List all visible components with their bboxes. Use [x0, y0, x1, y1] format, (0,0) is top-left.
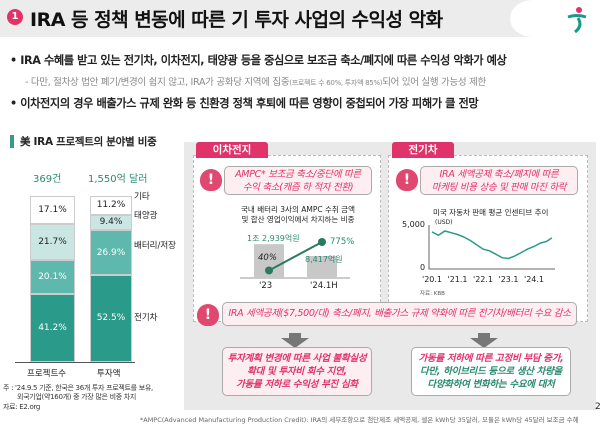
chart-source: 자료: E2.org — [3, 403, 41, 411]
x-axis — [15, 362, 135, 363]
result-text: 확대 및 투자비 회수 지연, — [247, 366, 347, 377]
bar-segment: 20.1% — [30, 260, 75, 294]
result-text: 가동률 저하에 따른 고정비 부담 증가, — [418, 353, 564, 364]
arrow-down-icon — [470, 338, 498, 348]
line-label: 40% — [258, 253, 277, 263]
sub-text-a: - 다만, 절차상 법안 폐기/변경이 쉽지 않고, IRA가 공화당 지역에 … — [25, 77, 290, 88]
axes — [428, 225, 555, 270]
battery-chart-title: 국내 배터리 3사의 AMPC 수취 금액 및 합산 영업이익에서 차지하는 비중 — [230, 205, 366, 225]
x-tick: '24.1H — [310, 281, 338, 291]
page-number: 2 — [595, 402, 600, 412]
x-tick: '23 — [259, 281, 273, 291]
bar-segment: 17.1% — [30, 195, 75, 225]
warning-icon: ! — [197, 304, 219, 326]
bar-segment: 9.4% — [90, 214, 132, 231]
bar-segment: 21.7% — [30, 224, 75, 261]
x-tick: '22.1 — [473, 275, 494, 284]
bullet-1: • IRA 수혜를 받고 있는 전기차, 이차전지, 태양광 등을 중심으로 보… — [10, 54, 507, 67]
chart-title: 美 IRA 프로젝트의 분야별 비중 — [20, 136, 157, 148]
unit-label: (USD) — [435, 219, 453, 226]
warning-text: 마케팅 비용 상승 및 판매 마진 하락 — [431, 182, 567, 193]
chart-title-line: 국내 배터리 3사의 AMPC 수취 금액 — [241, 205, 355, 214]
sub-bullet: - 다만, 절차상 법안 폐기/변경이 쉽지 않고, IRA가 공화당 지역에 … — [25, 74, 486, 88]
warning-icon: ! — [200, 169, 222, 191]
bar-segment: 52.5% — [90, 274, 132, 362]
bar-segment: 11.2% — [90, 196, 132, 215]
arrow-down-icon — [289, 333, 301, 338]
sub-text-small: (프로젝트 수 60%, 투자액 85%) — [289, 79, 383, 87]
arrow-down-icon — [281, 338, 309, 348]
warning-icon: ! — [396, 169, 418, 191]
warning-text: AMPC* 보조금 축소/중단에 따른 — [235, 169, 361, 180]
tab-ev: 전기차 — [392, 142, 454, 158]
legend-label: 배터리/저장 — [134, 241, 176, 251]
total-label: 1,550억 달러 — [88, 174, 148, 185]
line-label: 775% — [330, 237, 355, 247]
company-logo-icon — [567, 7, 587, 34]
bar-label: 8,417억원 — [305, 255, 343, 264]
y-tick: 5,000 — [402, 220, 425, 229]
warning-text: 수익 축소(캐즘 하 적자 전환) — [242, 182, 354, 193]
bar-segment: 26.9% — [90, 230, 132, 275]
chart-note: 주 : '24.9.5 기준, 한국은 36개 투자 프로젝트를 보유, — [3, 384, 153, 392]
total-label: 369건 — [33, 174, 62, 185]
ev-chart-title: 미국 자동차 판매 평균 인센티브 추이 — [433, 208, 549, 217]
chart-note: 외국기업(약160개) 중 가장 많은 비중 차지 — [17, 393, 137, 401]
incentive-line — [431, 230, 553, 260]
legend-label: 기타 — [134, 192, 150, 202]
category-label: 투자액 — [97, 369, 121, 379]
incentive-line-chart — [428, 225, 555, 270]
arrow-down-icon — [478, 333, 490, 338]
result-text: 가동률 저하로 수익성 부진 심화 — [236, 379, 358, 390]
tab-battery: 이차전지 — [196, 142, 268, 158]
bullet-2: • 이차전지의 경우 배출가스 규제 완화 등 친환경 정책 후퇴에 따른 영향… — [10, 97, 479, 110]
bullet-text: IRA 수혜를 받고 있는 전기차, 이차전지, 태양광 등을 중심으로 보조금… — [20, 54, 507, 67]
footnote: *AMPC(Advanced Manufacturing Production … — [140, 416, 579, 424]
section-number: 1 — [7, 9, 23, 25]
ratio-point — [265, 266, 273, 275]
y-tick: 0 — [420, 263, 426, 272]
title-bar — [0, 0, 600, 37]
bar — [307, 255, 337, 278]
bar-label: 1조 2,939억원 — [247, 234, 300, 243]
x-tick: '21.1 — [447, 275, 468, 284]
battery-chart — [240, 238, 350, 279]
warning-text: IRA 세액공제 축소/폐지에 따른 — [439, 169, 559, 180]
logo-area — [510, 0, 600, 37]
page-title: IRA 등 정책 변동에 따른 기 투자 사업의 수익성 악화 — [30, 9, 443, 31]
result-text: 다양화하여 변화하는 수요에 대처 — [427, 379, 555, 390]
legend-label: 전기차 — [134, 313, 158, 323]
chart-source: 자료: KBB — [420, 291, 445, 297]
legend-label: 태양광 — [134, 211, 158, 221]
result-right: 가동률 저하에 따른 고정비 부담 증가, 다만, 하이브리드 등으로 생산 차량… — [411, 347, 571, 396]
chart-title-line: 및 합산 영업이익에서 차지하는 비중 — [241, 215, 355, 224]
title-marker — [10, 135, 14, 148]
category-label: 프로젝트수 — [27, 369, 67, 379]
bar-segment: 41.2% — [30, 293, 75, 362]
ratio-line — [268, 241, 323, 272]
common-warning: IRA 세액공제($7,500/대) 축소/폐지, 배출가스 규제 약화에 따른… — [222, 302, 577, 326]
bullet-text: 이차전지의 경우 배출가스 규제 완화 등 친환경 정책 후퇴에 따른 영향이 … — [20, 97, 479, 110]
x-tick: '23.1 — [498, 275, 519, 284]
x-tick: '20.1 — [422, 275, 443, 284]
result-text: 투자계획 변경에 따른 사업 불확실성 — [227, 353, 367, 364]
result-text: 다만, 하이브리드 등으로 생산 차량을 — [420, 366, 562, 377]
ratio-point — [318, 238, 326, 246]
sub-text-b: 되어 있어 실행 가능성 제한 — [382, 77, 486, 88]
x-tick: '24.1 — [524, 275, 545, 284]
